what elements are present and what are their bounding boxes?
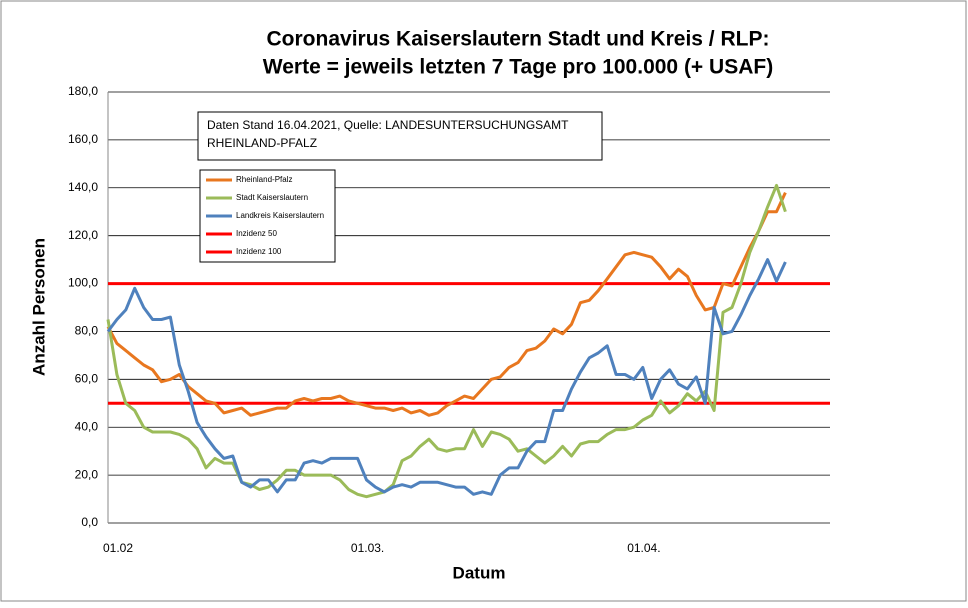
y-tick-label: 60,0 bbox=[75, 372, 99, 386]
x-tick-label: 01.03. bbox=[351, 541, 384, 555]
y-tick-label: 0,0 bbox=[81, 515, 98, 529]
chart-title: Werte = jeweils letzten 7 Tage pro 100.0… bbox=[263, 56, 773, 79]
legend-label: Landkreis Kaiserslautern bbox=[236, 211, 324, 220]
legend-label: Inzidenz 100 bbox=[236, 247, 282, 256]
y-tick-label: 20,0 bbox=[75, 467, 99, 481]
legend-label: Rheinland-Pfalz bbox=[236, 175, 292, 184]
series-line bbox=[106, 191, 787, 417]
y-axis-label: Anzahl Personen bbox=[29, 238, 48, 376]
y-tick-label: 100,0 bbox=[68, 276, 98, 290]
annotation-box bbox=[197, 111, 603, 161]
legend-label: Stadt Kaiserslautern bbox=[236, 193, 308, 202]
y-tick-label: 120,0 bbox=[68, 228, 98, 242]
y-tick-label: 180,0 bbox=[68, 84, 98, 98]
chart-title: Coronavirus Kaiserslautern Stadt und Kre… bbox=[267, 28, 770, 51]
series-line bbox=[106, 258, 787, 496]
series-line bbox=[106, 183, 787, 499]
y-tick-label: 40,0 bbox=[75, 419, 99, 433]
y-tick-label: 80,0 bbox=[75, 324, 99, 338]
y-tick-label: 140,0 bbox=[68, 180, 98, 194]
x-axis-label: Datum bbox=[453, 563, 506, 582]
x-tick-label: 01.02 bbox=[103, 541, 133, 555]
x-tick-label: 01.04. bbox=[627, 541, 660, 555]
y-tick-label: 160,0 bbox=[68, 132, 98, 146]
annotation-text: Daten Stand 16.04.2021, Quelle: LANDESUN… bbox=[207, 118, 569, 132]
legend-label: Inzidenz 50 bbox=[236, 229, 277, 238]
annotation-text: RHEINLAND-PFALZ bbox=[207, 136, 317, 150]
